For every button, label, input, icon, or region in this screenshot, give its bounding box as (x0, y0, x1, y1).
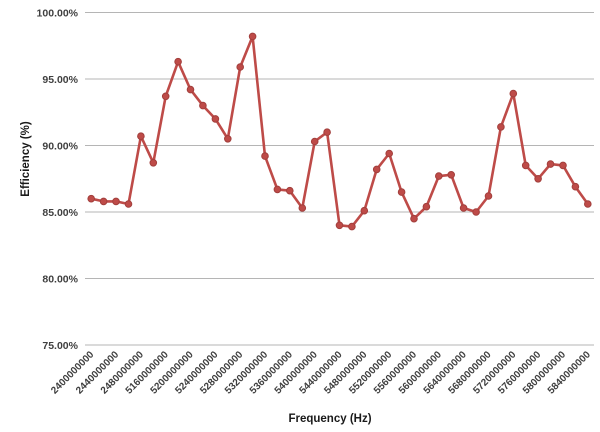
data-point-marker (571, 182, 580, 191)
data-point-marker (273, 185, 282, 194)
data-point-marker (447, 171, 456, 179)
data-point-marker (310, 137, 319, 146)
data-point-marker (149, 159, 158, 167)
data-point-marker (236, 63, 244, 71)
data-point-marker (248, 32, 257, 41)
y-tick-label: 90.00% (42, 140, 78, 152)
data-point-marker (385, 149, 394, 158)
data-point-marker (472, 208, 480, 216)
data-point-marker (261, 152, 269, 160)
data-point-marker (410, 214, 418, 223)
data-point-marker (584, 200, 592, 208)
data-point-marker (422, 202, 431, 211)
y-tick-label: 85.00% (42, 207, 78, 219)
data-point-marker (360, 206, 369, 215)
data-point-marker (497, 123, 505, 131)
data-point-marker (211, 115, 220, 123)
y-tick-label: 80.00% (42, 273, 78, 285)
data-point-marker (112, 197, 120, 206)
data-point-marker (174, 57, 182, 66)
data-point-marker (161, 92, 170, 101)
y-tick-label: 100.00% (37, 7, 79, 19)
data-point-marker (87, 194, 95, 203)
data-point-marker (559, 161, 567, 170)
data-point-marker (509, 89, 518, 98)
data-point-marker (484, 192, 493, 200)
x-axis-title: Frequency (Hz) (288, 413, 372, 425)
y-tick-label: 75.00% (42, 340, 78, 352)
efficiency-line-series (89, 35, 590, 228)
data-point-marker (435, 172, 443, 180)
data-point-marker (286, 186, 294, 195)
data-point-marker (298, 204, 307, 212)
data-point-marker (521, 161, 530, 170)
data-point-marker (459, 204, 468, 212)
data-point-marker (137, 132, 145, 140)
data-point-marker (348, 222, 356, 231)
y-tick-label: 95.00% (42, 74, 78, 86)
data-point-marker (186, 85, 195, 94)
data-point-marker (224, 135, 232, 143)
data-point-marker (397, 188, 406, 196)
data-point-marker (534, 175, 542, 183)
data-point-marker (323, 128, 331, 136)
y-axis-title: Efficiency (%) (20, 121, 32, 197)
data-point-marker (546, 160, 555, 168)
data-point-marker (335, 221, 344, 230)
data-point-marker (199, 101, 207, 110)
data-point-marker (99, 197, 108, 206)
data-point-marker (372, 165, 381, 174)
data-point-marker (124, 200, 133, 208)
